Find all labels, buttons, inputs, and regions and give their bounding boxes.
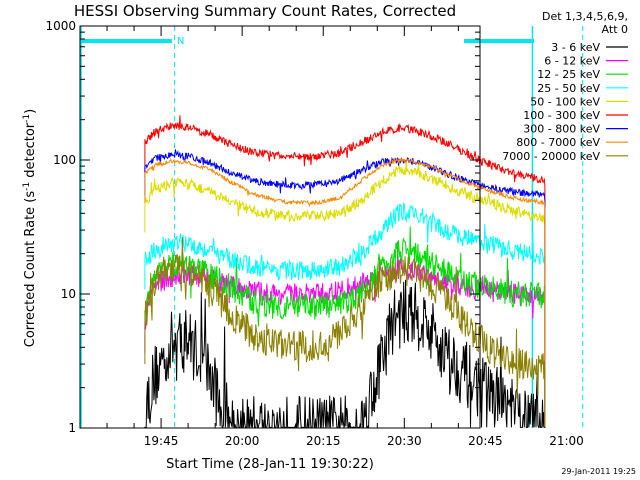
y-tick-label: 10	[61, 287, 76, 301]
timestamp: 29-Jan-2011 19:25	[561, 467, 636, 476]
legend-header: Det 1,3,4,5,6,9,	[542, 10, 628, 23]
legend-entry-label: 300 - 800 keV	[523, 123, 600, 136]
series-line	[144, 226, 546, 427]
marker-bar-label: N	[177, 36, 184, 47]
y-axis-label: Corrected Count Rate (s-1 detector-1)	[22, 109, 38, 347]
legend-header: Att 0	[602, 23, 628, 36]
series-line	[144, 115, 546, 427]
legend-entry-label: 6 - 12 keV	[544, 55, 600, 68]
attenuator-markers: N	[80, 26, 584, 428]
series-line	[144, 149, 546, 427]
legend-entry-label: 12 - 25 keV	[537, 68, 600, 81]
legend-entry-label: 100 - 300 keV	[523, 109, 600, 122]
series-line	[144, 237, 546, 427]
y-tick-label: 100	[53, 153, 76, 167]
y-tick-label: 1	[68, 421, 76, 435]
legend-entry-label: 50 - 100 keV	[530, 95, 600, 108]
x-tick-label: 19:45	[144, 434, 179, 448]
x-tick-label: 21:00	[549, 434, 584, 448]
x-tick-label: 20:00	[225, 434, 260, 448]
x-tick-label: 20:15	[306, 434, 341, 448]
y-tick-label: 1000	[45, 19, 76, 33]
chart-title: HESSI Observing Summary Count Rates, Cor…	[74, 2, 456, 20]
x-axis: 19:45 20:00 20:15 20:30 20:45 21:00	[106, 26, 584, 448]
legend-entry-label: 3 - 6 keV	[551, 41, 600, 54]
series-line	[144, 158, 546, 427]
series-line	[144, 201, 546, 427]
legend-entry-label: 7000 - 20000 keV	[502, 150, 600, 163]
x-tick-label: 20:30	[387, 434, 422, 448]
plot-frame	[79, 25, 481, 429]
x-tick-label: 20:45	[468, 434, 503, 448]
y-axis: 1 10 100 1000	[45, 19, 480, 435]
x-axis-label: Start Time (28-Jan-11 19:30:22)	[166, 457, 374, 472]
series-line	[144, 157, 546, 427]
legend-entry-label: 25 - 50 keV	[537, 82, 600, 95]
legend-entry-label: 800 - 7000 keV	[516, 136, 600, 149]
series-layer	[144, 115, 546, 429]
series-line	[144, 279, 546, 429]
